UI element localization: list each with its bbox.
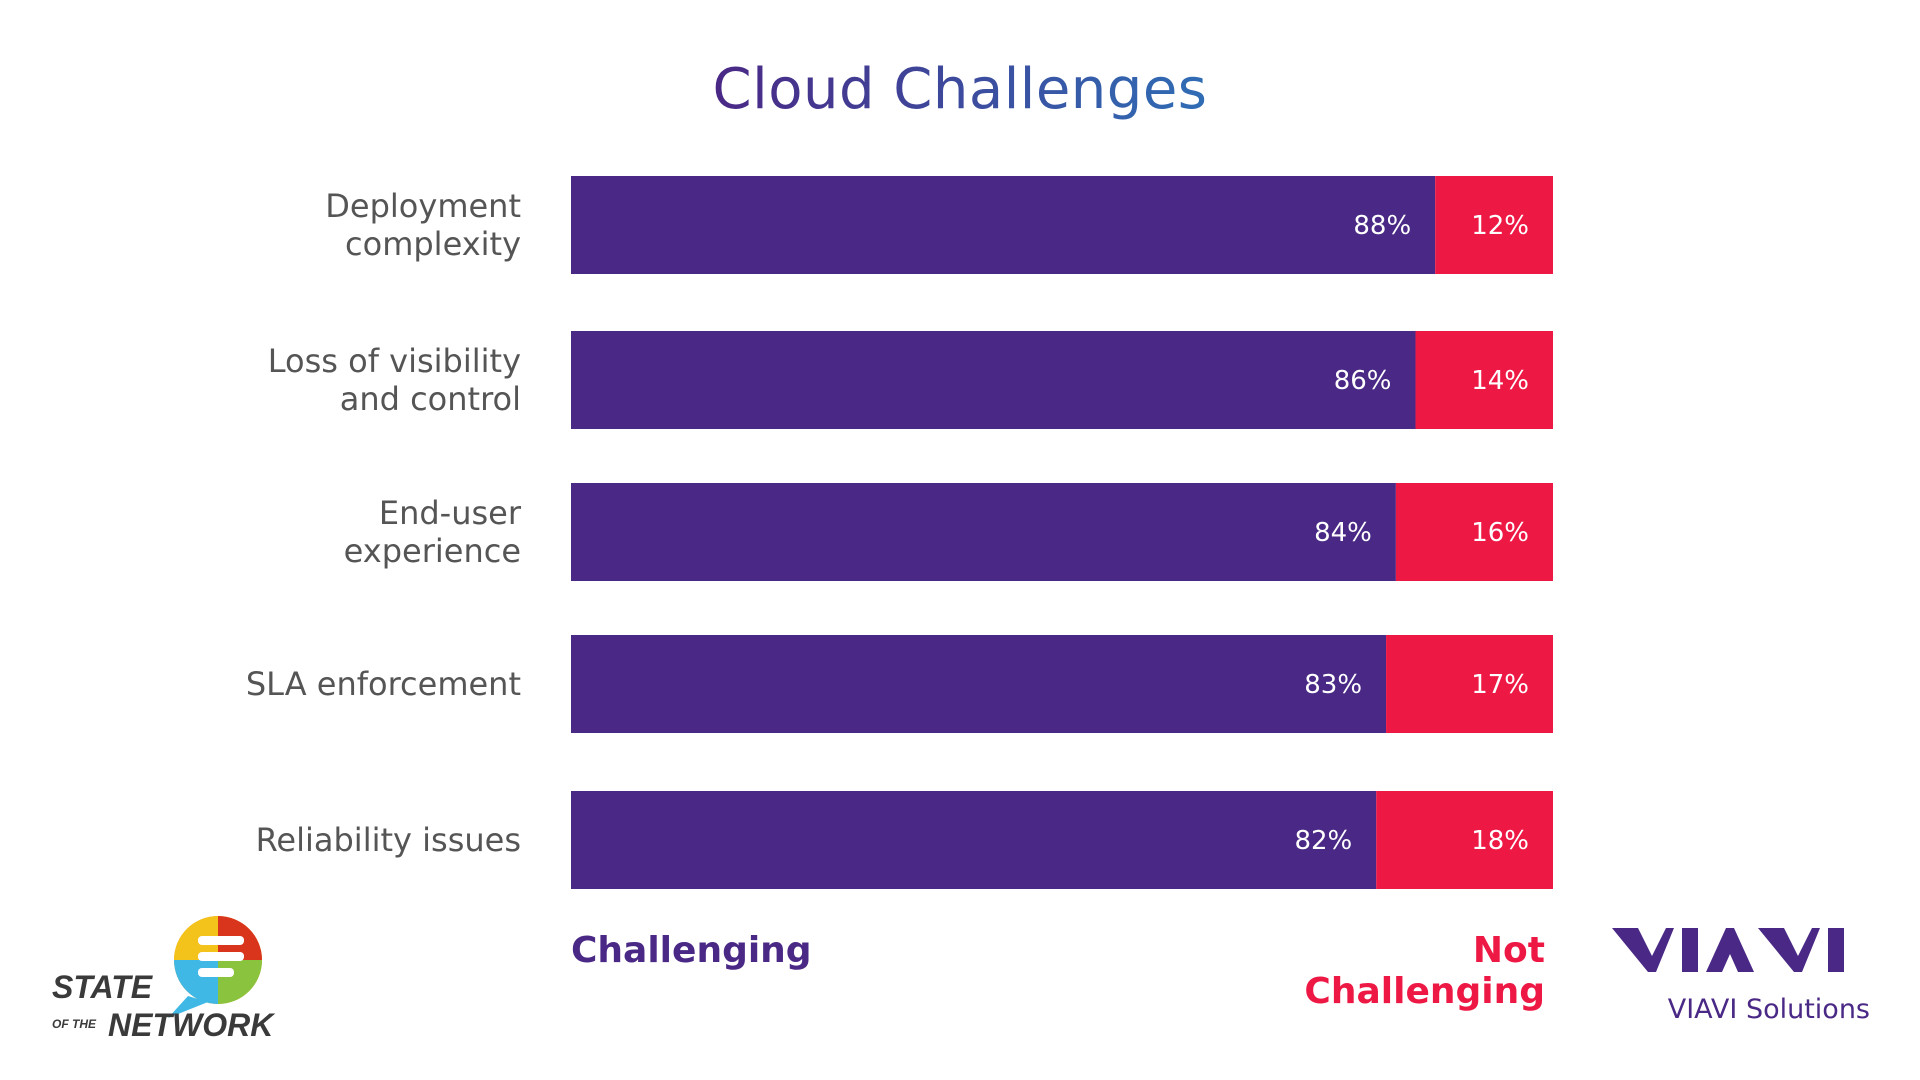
bar-challenging — [571, 635, 1387, 733]
speech-bubble-icon — [168, 916, 262, 1018]
bar-not-challenging — [1435, 176, 1553, 274]
viavi-wordmark-icon — [1612, 928, 1844, 972]
viavi-logo — [1612, 928, 1844, 972]
logo-state-text: STATE — [52, 969, 154, 1005]
bar-not-challenging — [1415, 331, 1553, 429]
bar-challenging — [571, 483, 1396, 581]
value-label-challenging: 86% — [1334, 366, 1392, 396]
value-label-challenging: 88% — [1353, 211, 1411, 241]
chart-title-svg: Cloud Challenges — [713, 57, 1208, 122]
category-label: SLA enforcement — [246, 665, 521, 703]
bar-not-challenging — [1386, 635, 1553, 733]
category-label: Deployment complexity — [325, 187, 521, 263]
value-label-challenging: 84% — [1314, 518, 1372, 548]
value-label-not-challenging: 14% — [1471, 366, 1529, 396]
chart-title: Cloud Challenges — [0, 46, 1920, 140]
value-label-not-challenging: 17% — [1471, 670, 1529, 700]
value-label-challenging: 82% — [1294, 826, 1352, 856]
logo-network-text: NETWORK — [108, 1007, 276, 1043]
state-of-the-network-logo: STATE OF THE NETWORK — [52, 916, 276, 1043]
value-label-not-challenging: 18% — [1471, 826, 1529, 856]
category-label: Reliability issues — [256, 821, 521, 859]
category-label: Loss of visibility and control — [268, 342, 521, 418]
value-label-not-challenging: 16% — [1471, 518, 1529, 548]
logo-of-the-text: OF THE — [52, 1017, 97, 1031]
value-label-challenging: 83% — [1304, 670, 1362, 700]
bar-not-challenging — [1395, 483, 1553, 581]
legend-challenging: Challenging — [571, 930, 812, 971]
category-label: End-user experience — [344, 494, 522, 570]
value-label-not-challenging: 12% — [1471, 211, 1529, 241]
bar-challenging — [571, 331, 1416, 429]
bar-challenging — [571, 791, 1377, 889]
chart-title-text: Cloud Challenges — [713, 57, 1208, 122]
legend-not-challenging: Not Challenging — [1304, 930, 1545, 1012]
viavi-solutions-text: VIAVI Solutions — [1667, 994, 1870, 1025]
bar-not-challenging — [1376, 791, 1553, 889]
bar-challenging — [571, 176, 1436, 274]
